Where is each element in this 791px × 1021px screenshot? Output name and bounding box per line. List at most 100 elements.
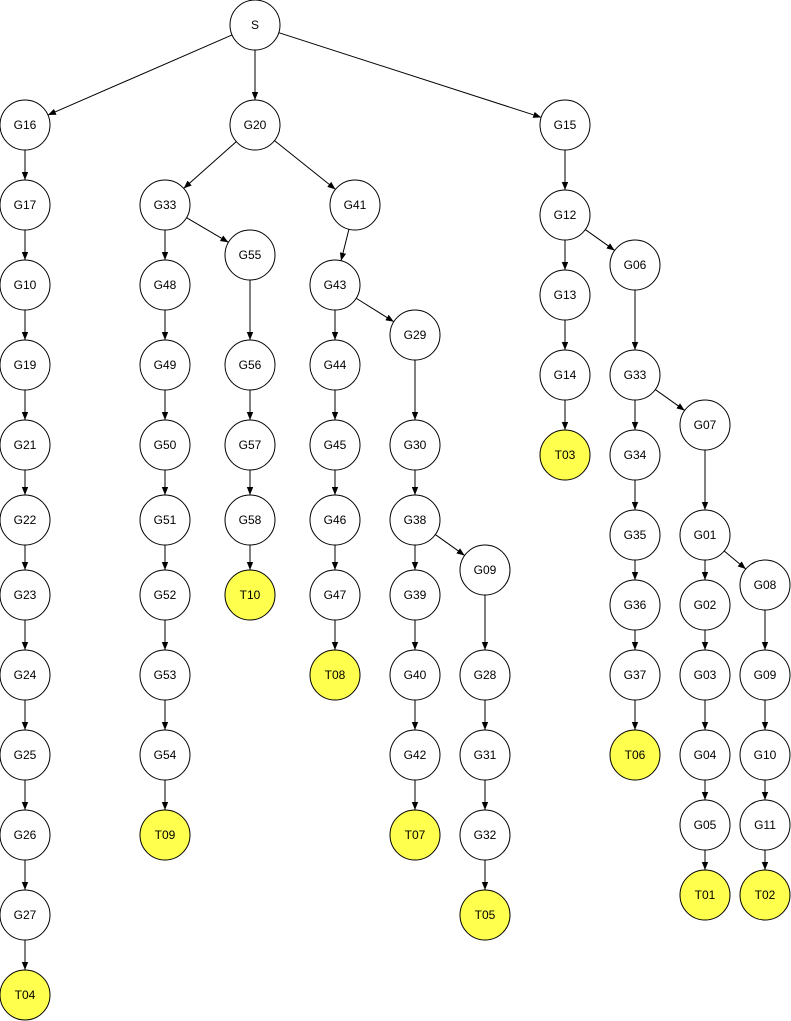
node-label: G24 [14, 668, 37, 682]
node-circle [539, 429, 591, 481]
node-circle [139, 569, 191, 621]
node-g49: G49 [139, 339, 191, 391]
node-circle [539, 269, 591, 321]
node-label: G50 [154, 438, 177, 452]
node-label: G17 [14, 198, 37, 212]
node-g19: G19 [0, 339, 51, 391]
node-circle [679, 579, 731, 631]
node-g12: G12 [539, 189, 591, 241]
node-circle [0, 99, 51, 151]
node-g01: G01 [679, 509, 731, 561]
node-label: G16 [14, 118, 37, 132]
node-circle [739, 799, 791, 851]
node-g31: G31 [459, 729, 511, 781]
node-g09b: G09 [739, 649, 791, 701]
node-circle [139, 179, 191, 231]
node-circle [679, 729, 731, 781]
node-label: G56 [239, 358, 262, 372]
node-circle [139, 419, 191, 471]
node-label: G35 [624, 528, 647, 542]
node-label: G31 [474, 748, 497, 762]
edge-s-g16 [47, 34, 233, 116]
node-g03: G03 [679, 649, 731, 701]
node-g41: G41 [329, 179, 381, 231]
node-g48: G48 [139, 259, 191, 311]
node-g35: G35 [609, 509, 661, 561]
node-circle [609, 239, 661, 291]
node-label: G46 [324, 513, 347, 527]
node-g57: G57 [224, 419, 276, 471]
node-g29: G29 [389, 309, 441, 361]
node-circle [309, 339, 361, 391]
node-label: T05 [475, 908, 496, 922]
node-t09: T09 [139, 809, 191, 861]
node-label: G04 [694, 748, 717, 762]
node-label: G25 [14, 748, 37, 762]
node-label: T04 [15, 988, 36, 1002]
node-g15: G15 [539, 99, 591, 151]
node-label: G47 [324, 588, 347, 602]
node-circle [389, 809, 441, 861]
node-circle [679, 869, 731, 921]
node-circle [459, 889, 511, 941]
node-label: G48 [154, 278, 177, 292]
node-circle [224, 569, 276, 621]
node-circle [0, 649, 51, 701]
node-label: G03 [694, 668, 717, 682]
node-label: G22 [14, 513, 37, 527]
node-label: G37 [624, 668, 647, 682]
node-g21: G21 [0, 419, 51, 471]
edge-g12-g06 [585, 229, 615, 251]
node-label: G11 [754, 818, 776, 832]
node-g10a: G10 [0, 259, 51, 311]
node-circle [459, 544, 511, 596]
node-circle [739, 729, 791, 781]
node-t10: T10 [224, 569, 276, 621]
node-g10b: G10 [739, 729, 791, 781]
node-g56: G56 [224, 339, 276, 391]
node-circle [609, 429, 661, 481]
node-s: S [229, 0, 281, 51]
node-t06: T06 [609, 729, 661, 781]
node-label: G09 [754, 668, 777, 682]
edge-g33b-g07 [655, 389, 685, 411]
node-circle [389, 419, 441, 471]
node-g02: G02 [679, 579, 731, 631]
node-label: T01 [695, 888, 716, 902]
node-g05: G05 [679, 799, 731, 851]
edge-g43-g29 [355, 297, 395, 323]
node-circle [459, 809, 511, 861]
node-circle [739, 869, 791, 921]
node-g44: G44 [309, 339, 361, 391]
node-t04: T04 [0, 969, 51, 1021]
node-label: T03 [555, 448, 576, 462]
node-g50: G50 [139, 419, 191, 471]
node-circle [229, 0, 281, 51]
node-t01: T01 [679, 869, 731, 921]
node-circle [739, 649, 791, 701]
node-label: G51 [154, 513, 177, 527]
node-circle [0, 729, 51, 781]
node-circle [609, 579, 661, 631]
node-g32: G32 [459, 809, 511, 861]
node-label: T10 [240, 588, 261, 602]
node-g20: G20 [229, 99, 281, 151]
node-label: G42 [404, 748, 427, 762]
node-g55: G55 [224, 229, 276, 281]
node-label: G02 [694, 598, 717, 612]
node-label: G52 [154, 588, 177, 602]
node-circle [609, 649, 661, 701]
node-g47: G47 [309, 569, 361, 621]
node-g46: G46 [309, 494, 361, 546]
node-g45: G45 [309, 419, 361, 471]
node-label: G53 [154, 668, 177, 682]
node-circle [224, 339, 276, 391]
node-g08: G08 [739, 559, 791, 611]
node-circle [609, 729, 661, 781]
node-label: G09 [474, 563, 497, 577]
node-label: G33 [154, 198, 177, 212]
node-circle [224, 229, 276, 281]
node-label: G34 [624, 448, 647, 462]
edge-g38-g09a [435, 534, 465, 556]
